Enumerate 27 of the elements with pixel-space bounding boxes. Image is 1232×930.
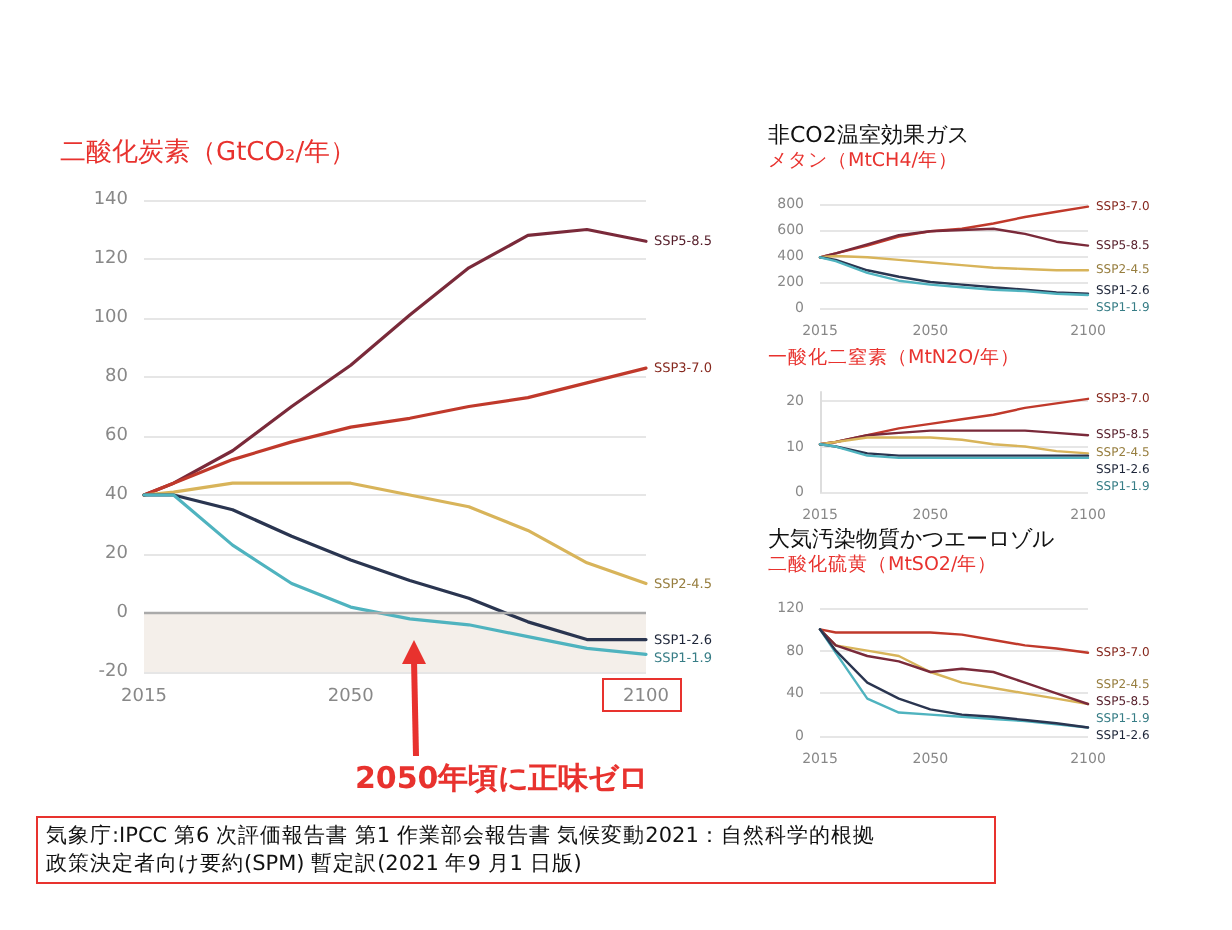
chart-title: 大気汚染物質かつエーロゾル <box>768 526 1054 552</box>
y-tick-label: 0 <box>116 603 129 623</box>
chart-subtitle: メタン（MtCH4/年） <box>768 148 958 172</box>
y-tick-label: 60 <box>105 426 129 446</box>
y-tick-label: 140 <box>93 190 129 210</box>
line-series <box>818 227 1090 259</box>
line-series <box>818 628 1090 654</box>
line-series <box>818 628 1090 706</box>
y-tick-label: 120 <box>93 249 129 269</box>
x-tick-label: 2050 <box>327 687 375 707</box>
y-tick-label: 100 <box>93 308 129 328</box>
y-tick-label: -20 <box>98 662 129 682</box>
line-series <box>818 628 1090 729</box>
chart-subtitle: 二酸化硫黄（MtSO2/年） <box>768 552 998 576</box>
line-series <box>818 254 1090 272</box>
y-tick-label: 40 <box>105 485 129 505</box>
line-series <box>142 366 648 497</box>
text: 2050年頃に正味ゼロ <box>355 760 649 798</box>
y-tick-label: 80 <box>105 367 129 387</box>
line-series <box>818 436 1090 455</box>
x-tick-label: 2015 <box>121 687 167 707</box>
text: 気象庁:IPCC 第6 次評価報告書 第1 作業部会報告書 気候変動2021：自然科学的根拠 <box>46 822 877 850</box>
text: 政策決定者向け要約(SPM) 暫定訳(2021 年9 月1 日版) <box>46 850 584 878</box>
y-tick-label: 20 <box>105 544 129 564</box>
chart-title: 非CO2温室効果ガス <box>768 122 969 148</box>
chart-subtitle: 二酸化炭素（GtCO₂/年） <box>60 138 357 168</box>
x-tick-label: 2100 <box>623 687 670 707</box>
